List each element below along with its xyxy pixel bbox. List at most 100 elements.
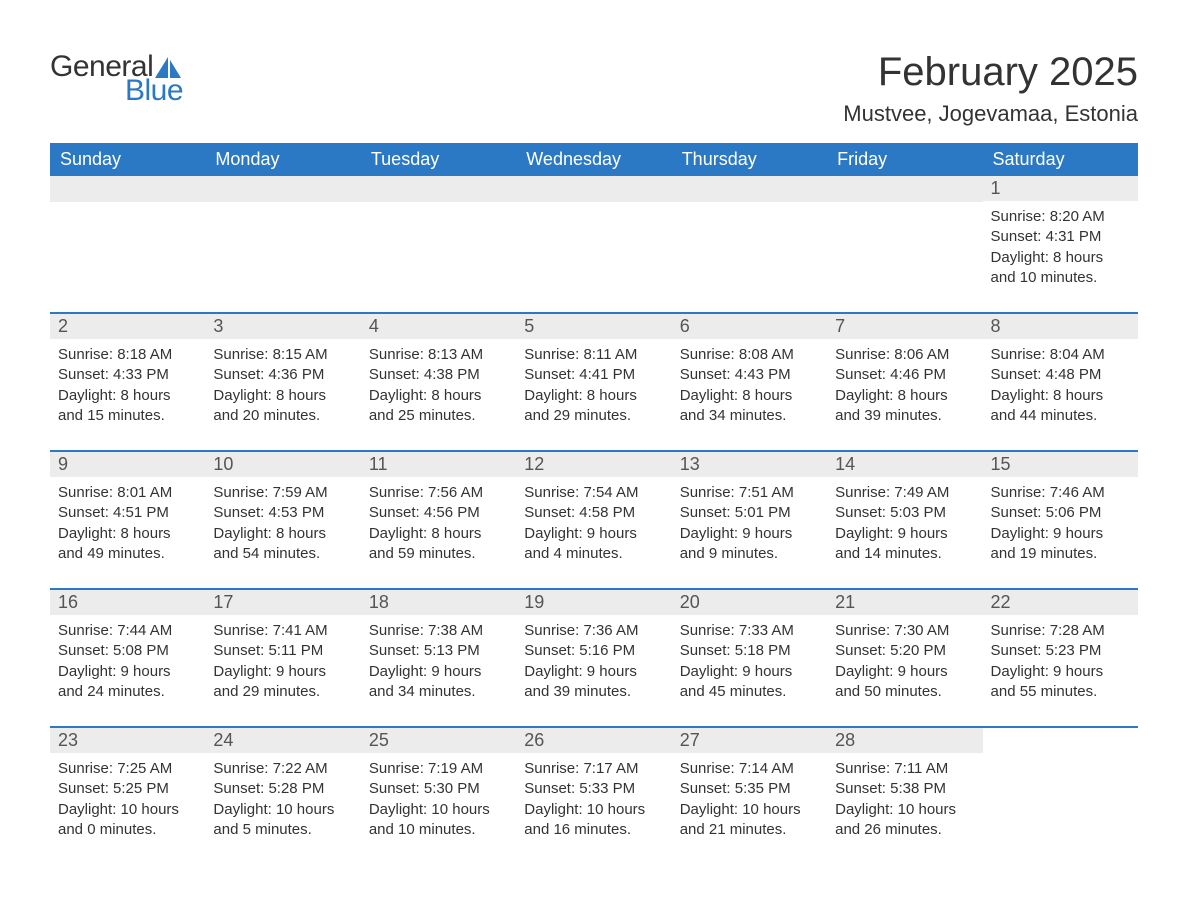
daylight-line: Daylight: 9 hours and 55 minutes. [991,662,1130,703]
empty-daynum [361,176,516,202]
sunrise-line: Sunrise: 8:13 AM [369,345,508,365]
daylight-line: Daylight: 10 hours and 0 minutes. [58,800,197,841]
sunset-line: Sunset: 5:06 PM [991,503,1130,523]
day-body: Sunrise: 7:46 AMSunset: 5:06 PMDaylight:… [983,477,1138,588]
day-cell-inner: 24Sunrise: 7:22 AMSunset: 5:28 PMDayligh… [205,728,360,864]
daylight-line: Daylight: 8 hours and 49 minutes. [58,524,197,565]
week-daynum-row: 2Sunrise: 8:18 AMSunset: 4:33 PMDaylight… [50,314,1138,451]
day-cell-inner: 20Sunrise: 7:33 AMSunset: 5:18 PMDayligh… [672,590,827,726]
day-cell: 23Sunrise: 7:25 AMSunset: 5:25 PMDayligh… [50,728,205,864]
day-cell: 9 Sunrise: 8:01 AMSunset: 4:51 PMDaylight… [50,452,205,589]
day-cell-inner: 26Sunrise: 7:17 AMSunset: 5:33 PMDayligh… [516,728,671,864]
day-cell-inner: 9 Sunrise: 8:01 AMSunset: 4:51 PMDaylight… [50,452,205,588]
day-cell: 7Sunrise: 8:06 AMSunset: 4:46 PMDaylight… [827,314,982,451]
calendar-table: SundayMondayTuesdayWednesdayThursdayFrid… [50,143,1138,864]
sunrise-line: Sunrise: 8:11 AM [524,345,663,365]
sunrise-line: Sunrise: 7:22 AM [213,759,352,779]
day-body: Sunrise: 7:56 AMSunset: 4:56 PMDaylight:… [361,477,516,588]
day-body: Sunrise: 7:19 AMSunset: 5:30 PMDaylight:… [361,753,516,864]
sunset-line: Sunset: 4:46 PM [835,365,974,385]
daylight-line: Daylight: 8 hours and 15 minutes. [58,386,197,427]
daylight-line: Daylight: 8 hours and 10 minutes. [991,248,1130,289]
sunset-line: Sunset: 5:28 PM [213,779,352,799]
day-cell-inner: 4Sunrise: 8:13 AMSunset: 4:38 PMDaylight… [361,314,516,450]
day-body: Sunrise: 7:30 AMSunset: 5:20 PMDaylight:… [827,615,982,726]
sunset-line: Sunset: 4:51 PM [58,503,197,523]
day-cell: 10Sunrise: 7:59 AMSunset: 4:53 PMDayligh… [205,452,360,589]
day-body: Sunrise: 8:13 AMSunset: 4:38 PMDaylight:… [361,339,516,450]
day-cell-inner: 12Sunrise: 7:54 AMSunset: 4:58 PMDayligh… [516,452,671,588]
sunset-line: Sunset: 4:56 PM [369,503,508,523]
day-body: Sunrise: 7:25 AMSunset: 5:25 PMDaylight:… [50,753,205,864]
calendar-body: 1Sunrise: 8:20 AMSunset: 4:31 PMDaylight… [50,176,1138,864]
sunrise-line: Sunrise: 7:25 AM [58,759,197,779]
day-body: Sunrise: 7:59 AMSunset: 4:53 PMDaylight:… [205,477,360,588]
week-daynum-row: 1 Sunrise: 8:20 AMSunset: 4:31 PMDaylight… [50,176,1138,313]
weekday-header: Monday [205,143,360,176]
day-cell-inner: 19Sunrise: 7:36 AMSunset: 5:16 PMDayligh… [516,590,671,726]
day-cell: 1 Sunrise: 8:20 AMSunset: 4:31 PMDaylight… [983,176,1138,313]
sunrise-line: Sunrise: 7:28 AM [991,621,1130,641]
day-cell-inner: 27Sunrise: 7:14 AMSunset: 5:35 PMDayligh… [672,728,827,864]
sunset-line: Sunset: 4:43 PM [680,365,819,385]
sunrise-line: Sunrise: 8:01 AM [58,483,197,503]
day-number: 20 [672,590,827,615]
location-subtitle: Mustvee, Jogevamaa, Estonia [843,101,1138,127]
day-cell: 15Sunrise: 7:46 AMSunset: 5:06 PMDayligh… [983,452,1138,589]
daylight-line: Daylight: 8 hours and 54 minutes. [213,524,352,565]
day-body: Sunrise: 7:38 AMSunset: 5:13 PMDaylight:… [361,615,516,726]
day-body: Sunrise: 7:17 AMSunset: 5:33 PMDaylight:… [516,753,671,864]
empty-daynum [50,176,205,202]
day-number: 12 [516,452,671,477]
day-number: 6 [672,314,827,339]
day-cell: 21Sunrise: 7:30 AMSunset: 5:20 PMDayligh… [827,590,982,727]
sunset-line: Sunset: 4:31 PM [991,227,1130,247]
sunrise-line: Sunrise: 8:08 AM [680,345,819,365]
daylight-line: Daylight: 9 hours and 24 minutes. [58,662,197,703]
daylight-line: Daylight: 10 hours and 10 minutes. [369,800,508,841]
day-number: 25 [361,728,516,753]
day-body: Sunrise: 8:08 AMSunset: 4:43 PMDaylight:… [672,339,827,450]
day-number: 9 [50,452,205,477]
day-cell-inner [516,176,671,202]
day-cell: 4Sunrise: 8:13 AMSunset: 4:38 PMDaylight… [361,314,516,451]
daylight-line: Daylight: 9 hours and 9 minutes. [680,524,819,565]
day-number: 14 [827,452,982,477]
sunrise-line: Sunrise: 8:15 AM [213,345,352,365]
day-body: Sunrise: 8:04 AMSunset: 4:48 PMDaylight:… [983,339,1138,450]
day-number: 13 [672,452,827,477]
sunrise-line: Sunrise: 7:49 AM [835,483,974,503]
sunrise-line: Sunrise: 7:19 AM [369,759,508,779]
day-cell-inner: 23Sunrise: 7:25 AMSunset: 5:25 PMDayligh… [50,728,205,864]
sunset-line: Sunset: 4:41 PM [524,365,663,385]
sunset-line: Sunset: 5:30 PM [369,779,508,799]
empty-daynum [205,176,360,202]
day-number: 15 [983,452,1138,477]
sunset-line: Sunset: 5:11 PM [213,641,352,661]
day-body: Sunrise: 7:28 AMSunset: 5:23 PMDaylight:… [983,615,1138,726]
daylight-line: Daylight: 9 hours and 19 minutes. [991,524,1130,565]
day-cell-inner: 7Sunrise: 8:06 AMSunset: 4:46 PMDaylight… [827,314,982,450]
sunrise-line: Sunrise: 7:41 AM [213,621,352,641]
title-block: February 2025 Mustvee, Jogevamaa, Estoni… [843,50,1138,137]
day-cell-inner: 8Sunrise: 8:04 AMSunset: 4:48 PMDaylight… [983,314,1138,450]
day-cell-inner: 3Sunrise: 8:15 AMSunset: 4:36 PMDaylight… [205,314,360,450]
sunrise-line: Sunrise: 7:36 AM [524,621,663,641]
daylight-line: Daylight: 9 hours and 45 minutes. [680,662,819,703]
day-number: 19 [516,590,671,615]
day-cell-inner: 5Sunrise: 8:11 AMSunset: 4:41 PMDaylight… [516,314,671,450]
empty-daynum [672,176,827,202]
daylight-line: Daylight: 8 hours and 34 minutes. [680,386,819,427]
day-cell-inner: 18Sunrise: 7:38 AMSunset: 5:13 PMDayligh… [361,590,516,726]
daylight-line: Daylight: 8 hours and 25 minutes. [369,386,508,427]
day-number: 1 [983,176,1138,201]
day-number: 4 [361,314,516,339]
day-number: 16 [50,590,205,615]
sunset-line: Sunset: 4:36 PM [213,365,352,385]
sunset-line: Sunset: 5:08 PM [58,641,197,661]
sunrise-line: Sunrise: 8:20 AM [991,207,1130,227]
day-cell [205,176,360,313]
day-number: 26 [516,728,671,753]
sunrise-line: Sunrise: 7:56 AM [369,483,508,503]
sunrise-line: Sunrise: 7:51 AM [680,483,819,503]
